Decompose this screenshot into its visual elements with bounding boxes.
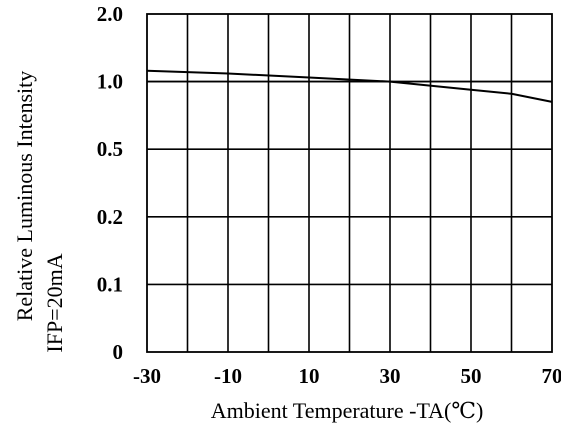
x-tick-label: -30 xyxy=(133,364,161,388)
y-axis-label-line2: IFP=20mA xyxy=(42,253,67,352)
x-axis-label: Ambient Temperature -TA(℃) xyxy=(211,398,484,423)
x-tick-label: 10 xyxy=(299,364,320,388)
y-axis-label-line1: Relative Luminous Intensity xyxy=(12,71,37,322)
x-tick-label: 50 xyxy=(461,364,482,388)
y-tick-labels: 0 0.1 0.2 0.5 1.0 2.0 xyxy=(97,2,123,364)
series-line xyxy=(146,69,553,103)
plot-frame xyxy=(146,13,553,353)
y-tick-label: 2.0 xyxy=(97,2,123,26)
x-tick-label: 70 xyxy=(542,364,561,388)
y-tick-label: 1.0 xyxy=(97,70,123,94)
vertical-gridlines xyxy=(186,14,513,352)
x-tick-label: -10 xyxy=(214,364,242,388)
x-tick-labels: -30 -10 10 30 50 70 xyxy=(133,364,561,388)
y-tick-label: 0.5 xyxy=(97,137,123,161)
x-tick-label: 30 xyxy=(380,364,401,388)
y-tick-label: 0 xyxy=(113,340,124,364)
y-tick-label: 0.2 xyxy=(97,205,123,229)
y-tick-label: 0.1 xyxy=(97,272,123,296)
